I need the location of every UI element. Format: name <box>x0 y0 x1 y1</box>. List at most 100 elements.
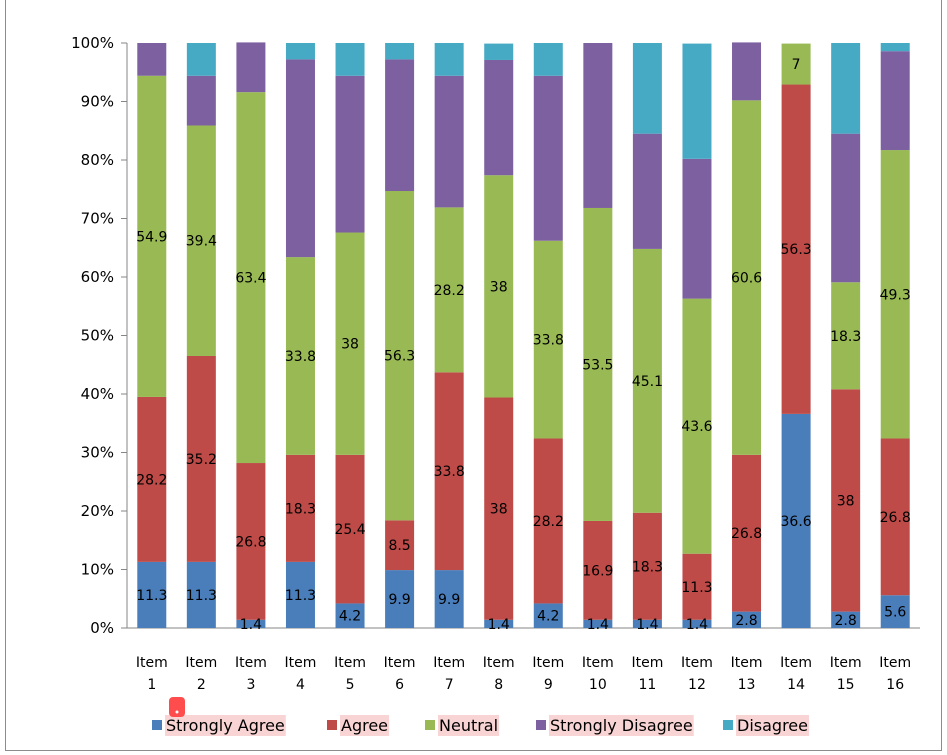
bar-segment <box>583 520 613 620</box>
x-category-label: Item <box>483 655 515 671</box>
bar-segment <box>533 43 563 76</box>
bar-segment <box>186 355 216 562</box>
y-tick-label: 0% <box>90 619 114 637</box>
bar-segment <box>831 389 861 612</box>
x-category-label: Item <box>285 655 317 671</box>
data-label: 11.3 <box>186 588 217 604</box>
bar-segment <box>732 100 762 455</box>
bar-segment <box>484 397 514 620</box>
legend-label-highlight <box>165 715 286 736</box>
bar-segment <box>484 59 514 176</box>
bar-segment <box>831 43 861 134</box>
bar-segment <box>781 43 811 85</box>
bar-segment <box>880 43 910 52</box>
data-label: 2.8 <box>835 613 857 629</box>
legend-swatch <box>425 720 435 730</box>
bar-segment <box>682 553 712 620</box>
data-label: 18.3 <box>632 559 663 575</box>
y-tick-label: 50% <box>81 327 114 345</box>
bar-segment <box>632 133 662 249</box>
chart-frame <box>5 0 942 751</box>
bar-segment <box>137 75 167 397</box>
x-category-label: 10 <box>589 677 607 693</box>
x-category-label: Item <box>731 655 763 671</box>
bar-segment <box>385 59 415 192</box>
annotation-dot <box>175 710 179 714</box>
data-label: 2.8 <box>735 613 757 629</box>
data-label: 33.8 <box>533 333 564 349</box>
data-label: 11.3 <box>285 588 316 604</box>
data-label: 45.1 <box>632 374 663 390</box>
data-label: 5.6 <box>884 605 906 621</box>
bar-segment <box>781 84 811 414</box>
legend-swatch <box>152 720 162 730</box>
bar-segment <box>186 561 216 628</box>
bar-segment <box>236 463 266 620</box>
data-label: 1.4 <box>240 617 262 633</box>
x-category-label: Item <box>681 655 713 671</box>
y-tick-label: 60% <box>81 268 114 286</box>
legend-label-highlight <box>340 715 390 736</box>
data-label: 18.3 <box>830 329 861 345</box>
data-label: 1.4 <box>686 617 708 633</box>
bar-segment <box>533 75 563 241</box>
bar-segment <box>285 59 315 258</box>
x-category-label: 14 <box>787 677 805 693</box>
data-label: 4.2 <box>537 609 559 625</box>
data-label: 38 <box>341 337 359 353</box>
data-label: 28.2 <box>136 472 167 488</box>
x-category-label: 8 <box>494 677 503 693</box>
x-category-label: 1 <box>147 677 156 693</box>
x-category-label: 12 <box>688 677 706 693</box>
bar-segment <box>434 372 464 571</box>
data-label: 16.9 <box>582 563 613 579</box>
x-category-label: 2 <box>197 677 206 693</box>
bar-segment <box>236 92 266 464</box>
y-tick-label: 20% <box>81 502 114 520</box>
x-category-label: Item <box>384 655 416 671</box>
bar-segment <box>632 619 662 628</box>
bar-segment <box>434 43 464 76</box>
bar-segment <box>335 232 365 455</box>
x-category-label: 5 <box>346 677 355 693</box>
bar-segment <box>880 150 910 439</box>
x-category-label: Item <box>136 655 168 671</box>
y-tick-label: 40% <box>81 385 114 403</box>
data-label: 33.8 <box>434 464 465 480</box>
bar-segment <box>632 248 662 513</box>
bar-segment <box>285 454 315 562</box>
data-label: 38 <box>490 279 508 295</box>
data-label: 26.8 <box>880 510 911 526</box>
data-label: 39.4 <box>186 234 217 250</box>
legend-label: Agree <box>341 716 388 735</box>
legend-label: Neutral <box>439 716 498 735</box>
x-category-label: Item <box>334 655 366 671</box>
x-category-label: Item <box>582 655 614 671</box>
data-label: 9.9 <box>438 592 460 608</box>
x-category-label: 15 <box>837 677 855 693</box>
data-label: 63.4 <box>235 271 266 287</box>
x-category-label: Item <box>780 655 812 671</box>
bar-segment <box>632 43 662 134</box>
bar-segment <box>137 396 167 562</box>
legend-label-highlight <box>549 715 694 736</box>
y-tick-label: 80% <box>81 151 114 169</box>
bar-segment <box>335 603 365 628</box>
bar-segment <box>236 619 266 628</box>
axes-group: 0% 10% 20% 30% 40% 50% 60% 70% 80% 90% 100% Item 1 It… <box>71 34 920 693</box>
legend-label: Disagree <box>737 716 808 735</box>
y-tick-label: 90% <box>81 93 114 111</box>
bar-segment <box>533 438 563 604</box>
x-category-label: Item <box>631 655 663 671</box>
bar-segment <box>385 520 415 571</box>
data-label: 1.4 <box>488 617 510 633</box>
bar-segment <box>583 43 613 208</box>
bar-segment <box>186 125 216 356</box>
data-label: 36.6 <box>781 514 812 530</box>
legend-label: Strongly Agree <box>166 716 285 735</box>
bar-segment <box>831 282 861 390</box>
data-label: 1.4 <box>587 617 609 633</box>
data-label: 60.6 <box>731 271 762 287</box>
x-category-label: Item <box>433 655 465 671</box>
